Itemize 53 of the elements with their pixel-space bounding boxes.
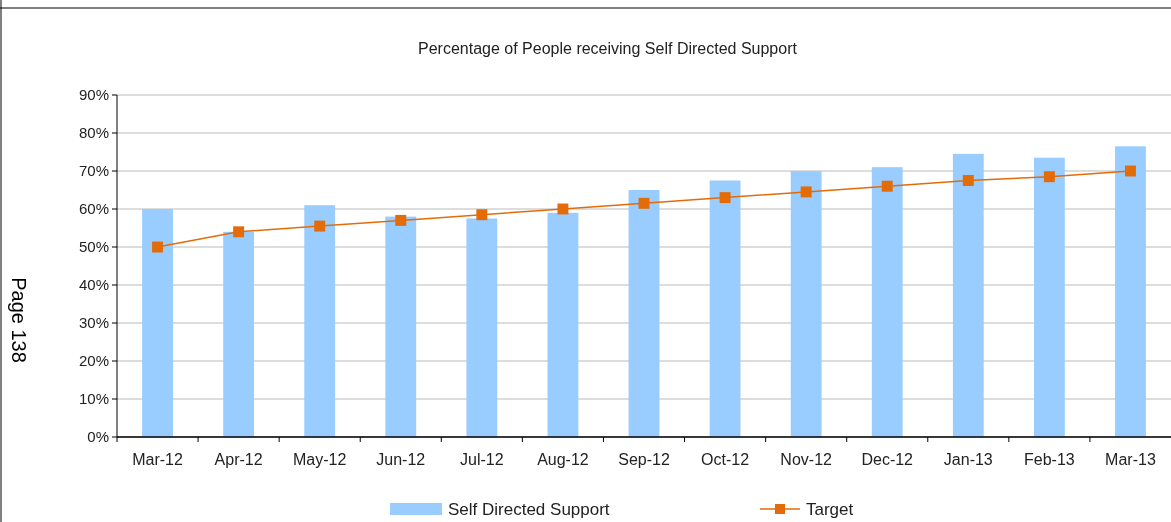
bar xyxy=(304,205,336,437)
x-tick-label: May-12 xyxy=(293,451,347,468)
y-tick-label: 40% xyxy=(78,276,109,294)
x-tick-label: Dec-12 xyxy=(861,451,914,468)
y-tick-label: 90% xyxy=(78,86,109,104)
point xyxy=(800,186,812,198)
point xyxy=(476,209,488,221)
x-tick-label: Oct-12 xyxy=(701,451,750,468)
bar xyxy=(223,231,255,437)
bar xyxy=(1033,157,1065,437)
x-tick-label: Nov-12 xyxy=(780,451,833,468)
bar xyxy=(385,216,417,437)
x-tick-label: Aug-12 xyxy=(537,451,589,468)
point xyxy=(557,203,569,215)
point xyxy=(152,241,164,253)
point xyxy=(233,226,245,238)
y-tick-label: 20% xyxy=(78,352,109,370)
point xyxy=(719,192,731,204)
point xyxy=(395,214,407,226)
bar xyxy=(1115,146,1146,437)
point xyxy=(314,220,326,232)
text: Page 138 xyxy=(8,277,30,363)
x-tick-label: Mar-12 xyxy=(132,451,183,468)
bar xyxy=(547,212,579,437)
x-tick-label: Feb-13 xyxy=(1024,451,1075,468)
bar xyxy=(790,171,822,437)
x-tick-label: Jun-12 xyxy=(376,451,426,468)
bar xyxy=(709,180,741,437)
point xyxy=(962,175,974,186)
point xyxy=(1043,171,1055,183)
x-tick-label: Jan-13 xyxy=(943,451,993,468)
x-tick-label: Jul-12 xyxy=(460,451,504,468)
y-tick-label: 50% xyxy=(78,238,109,256)
bar xyxy=(628,190,660,437)
x-tick-label: Sep-12 xyxy=(618,451,670,468)
bar xyxy=(952,153,984,437)
bar xyxy=(142,209,173,437)
x-tick-label: Mar-13 xyxy=(1105,451,1156,468)
legend-label: Target xyxy=(806,500,854,519)
y-tick-label: 80% xyxy=(78,124,109,142)
legend-label: Self Directed Support xyxy=(448,500,610,519)
y-tick-label: 70% xyxy=(78,162,109,180)
bar xyxy=(871,167,903,437)
bar xyxy=(466,218,498,437)
y-tick-label: 10% xyxy=(78,390,109,408)
y-tick-label: 60% xyxy=(78,200,109,218)
y-tick-label: 30% xyxy=(78,314,109,332)
chart-title: Percentage of People receiving Self Directed Support xyxy=(418,40,798,57)
x-tick-label: Apr-12 xyxy=(214,451,263,468)
point xyxy=(638,197,650,209)
y-tick-label: 0% xyxy=(87,428,109,446)
point xyxy=(1124,165,1136,177)
point xyxy=(881,180,893,192)
